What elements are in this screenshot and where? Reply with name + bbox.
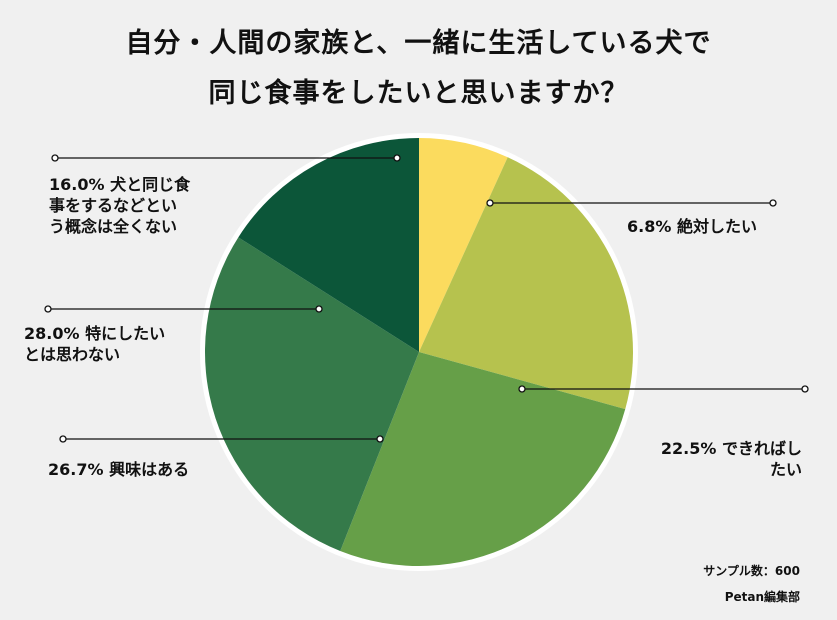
slice-interested [340,352,626,566]
label-definitely: 6.8% 絶対したい [627,217,757,236]
label-no-concept: 16.0% 犬と同じ食 事をするなどとい う概念は全くない [49,175,191,236]
leader-not-particularly [44,305,323,313]
label-interested: 26.7% 興味はある [48,460,190,479]
slice-not-particularly [204,237,419,551]
slice-no-concept [238,138,419,352]
leader-if-possible [518,385,809,393]
leader-interested [59,435,384,443]
leader-no-concept [51,154,401,162]
sample-size: サンプル数：600 [703,564,800,578]
slice-if-possible [419,157,634,410]
chart-title-line-2: 同じ食事をしたいと思いますか？ [208,78,629,109]
slice-definitely [419,138,508,352]
leader-definitely [486,199,777,207]
label-not-particularly: 28.0% 特にしたい とは思わない [24,324,166,364]
label-if-possible: 22.5% できればし たい [660,439,802,479]
chart-title-line-1: 自分・人間の家族と、一緒に生活している犬で [125,28,712,59]
source-credit: Petan編集部 [724,590,800,604]
